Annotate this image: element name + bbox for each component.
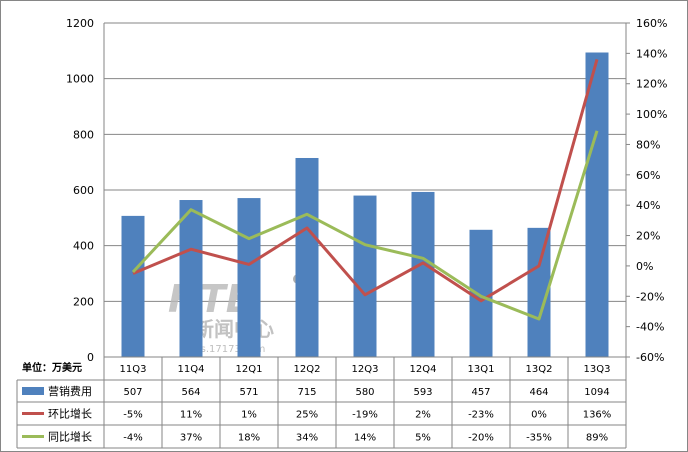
y-left-tick-label: 1000 <box>66 73 94 86</box>
data-table: 单位：万美元 11Q3 11Q4 12Q1 12Q2 12Q3 12Q4 13Q1 13Q2 13… <box>16 356 627 449</box>
legend-swatch <box>22 387 44 395</box>
y-right-tick-label: 40% <box>636 199 660 212</box>
data-label: -4% <box>123 433 142 444</box>
data-label: 1% <box>241 410 257 421</box>
y-right-tick-label: 80% <box>636 138 660 151</box>
bar-series <box>121 52 609 358</box>
x-tick-label: 13Q3 <box>584 364 611 375</box>
data-label: 580 <box>355 387 374 398</box>
x-tick-label: 13Q2 <box>526 364 553 375</box>
x-tick-label: 12Q2 <box>294 364 321 375</box>
x-tick-label: 12Q4 <box>410 364 437 375</box>
bar <box>527 227 551 357</box>
y-left-tick-label: 0 <box>87 351 94 364</box>
y-right-tick-label: 160% <box>636 17 667 30</box>
y-right-tick-label: -40% <box>636 321 664 334</box>
bar <box>353 195 377 357</box>
data-label: 0% <box>531 410 547 421</box>
y-right-tick-label: 100% <box>636 108 667 121</box>
legend-label: 营销费用 <box>48 384 92 398</box>
data-label: 464 <box>529 387 548 398</box>
series-line <box>132 58 599 303</box>
data-label: 18% <box>238 433 260 444</box>
y-right-tick-label: 140% <box>636 47 667 60</box>
x-tick-label: 12Q1 <box>236 364 263 375</box>
data-label: 571 <box>239 387 258 398</box>
y-left-tick-label: 1200 <box>66 17 94 30</box>
y-left-tick-label: 600 <box>73 184 94 197</box>
y-left-tick-label: 800 <box>73 128 94 141</box>
data-label: 136% <box>583 410 612 421</box>
series-line <box>131 130 599 321</box>
bar <box>585 52 609 358</box>
data-label: -23% <box>468 410 494 421</box>
y-right-tick-label: -20% <box>636 290 664 303</box>
bar <box>121 215 145 357</box>
y-right-tick-label: 60% <box>636 169 660 182</box>
data-label: 2% <box>415 410 431 421</box>
axes: 0 200 400 600 800 1000 1200 -60% -40% -20% 0% 20% 40… <box>66 17 667 364</box>
data-label: 507 <box>123 387 142 398</box>
data-label: 11% <box>180 410 202 421</box>
data-label: 5% <box>415 433 431 444</box>
data-label: 34% <box>296 433 318 444</box>
x-tick-label: 12Q3 <box>352 364 379 375</box>
unit-label: 单位：万美元 <box>22 361 82 374</box>
data-label: -5% <box>123 410 142 421</box>
y-left-tick-label: 200 <box>73 295 94 308</box>
bar <box>237 198 261 357</box>
y-right-tick-label: 0% <box>636 260 653 273</box>
data-label: -35% <box>526 433 552 444</box>
bar <box>469 229 493 357</box>
legend-label: 环比增长 <box>48 407 92 421</box>
y-right-tick-label: 120% <box>636 78 667 91</box>
watermark-text: 新闻中心 <box>194 317 274 341</box>
data-label: 14% <box>354 433 376 444</box>
data-label: 89% <box>586 433 608 444</box>
legend-label: 同比增长 <box>48 430 92 444</box>
y-right-tick-label: -60% <box>636 351 664 364</box>
data-label: 25% <box>296 410 318 421</box>
x-tick-label: 11Q3 <box>120 364 147 375</box>
bar <box>295 157 319 357</box>
watermark-url: news.17173.com <box>180 344 265 355</box>
line-series <box>131 58 599 321</box>
data-label: -20% <box>468 433 494 444</box>
y-left-tick-label: 400 <box>73 240 94 253</box>
y-right-tick-label: 20% <box>636 230 660 243</box>
data-label: 593 <box>413 387 432 398</box>
bar <box>179 200 203 357</box>
x-tick-label: 13Q1 <box>468 364 495 375</box>
data-label: -19% <box>352 410 378 421</box>
data-label: 1094 <box>584 387 609 398</box>
data-label: 564 <box>181 387 200 398</box>
data-label: 37% <box>180 433 202 444</box>
data-label: 457 <box>471 387 490 398</box>
x-tick-label: 11Q4 <box>178 364 205 375</box>
data-label: 715 <box>297 387 316 398</box>
bar <box>411 191 435 357</box>
